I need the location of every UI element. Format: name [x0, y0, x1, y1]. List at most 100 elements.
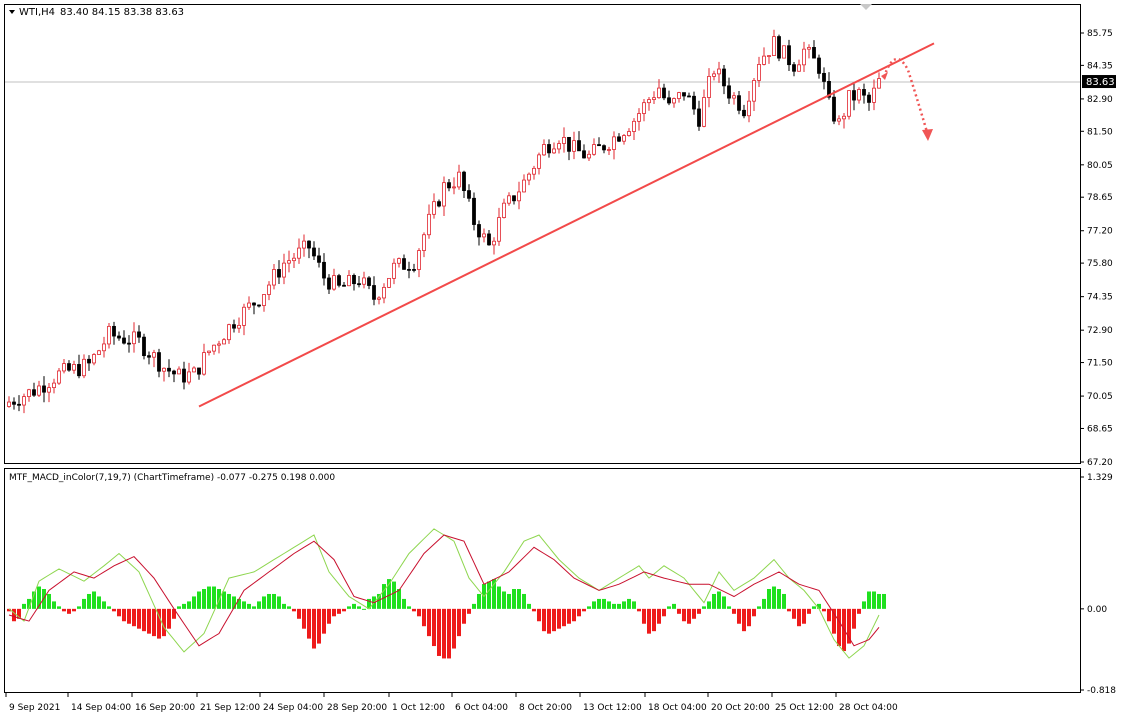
histogram-bar — [62, 608, 66, 612]
histogram-bar — [747, 608, 751, 627]
forecast-arrowhead-icon — [922, 129, 933, 141]
forecast-arrow-group — [881, 58, 933, 141]
histogram-bar — [102, 601, 106, 609]
candle-body — [167, 367, 171, 372]
histogram-bar — [462, 608, 466, 624]
candle-body — [487, 233, 491, 246]
candle-body — [462, 171, 466, 192]
candle-body — [47, 387, 51, 393]
histogram-bar — [682, 608, 686, 622]
histogram-bar — [602, 598, 606, 609]
candle-body — [112, 325, 116, 337]
candle-body — [12, 401, 16, 405]
histogram-bar — [517, 589, 521, 609]
histogram-bar — [147, 608, 151, 634]
candle-body — [407, 268, 411, 271]
price-tick-label: 67.20 — [1087, 458, 1113, 468]
histogram-bar — [367, 598, 371, 609]
candle-body — [142, 336, 146, 357]
price-tick-label: 82.90 — [1087, 95, 1113, 105]
histogram-bar — [292, 608, 296, 612]
candle-body — [267, 284, 271, 295]
price-axis[interactable]: 85.75 84.35 82.90 81.50 80.05 78.65 77.20 75.80… — [1080, 29, 1113, 468]
candle-body — [867, 94, 871, 103]
candle-body — [172, 370, 176, 375]
candle-body — [357, 283, 361, 286]
histogram-bar — [307, 608, 311, 639]
histogram-bar — [167, 608, 171, 629]
histogram-bar — [112, 608, 116, 612]
candle-body — [122, 337, 126, 344]
histogram-bar — [237, 598, 241, 609]
candle-body — [277, 269, 281, 278]
histogram-bar — [82, 598, 86, 609]
histogram-bar — [752, 608, 756, 617]
candle-body — [342, 284, 346, 287]
histogram-bar — [787, 608, 791, 612]
histogram-bar — [257, 601, 261, 609]
histogram-bar — [652, 608, 656, 632]
histogram-bar — [267, 593, 271, 609]
time-tick-label: 8 Oct 20:00 — [519, 703, 572, 713]
indicator-title[interactable]: MTF_MACD_inColor(7,19,7) (ChartTimeframe… — [9, 473, 335, 483]
histogram-bar — [457, 608, 461, 637]
histogram-bar — [157, 608, 161, 639]
histogram-bar — [877, 593, 881, 609]
candle-body — [237, 324, 241, 329]
symbol-label[interactable]: WTI,H4 — [19, 7, 55, 18]
histogram-bar — [47, 593, 51, 609]
candle-body — [177, 368, 181, 375]
candle-body — [712, 73, 716, 77]
candle-body — [397, 258, 401, 264]
histogram-bar — [677, 608, 681, 614]
histogram-bar — [262, 596, 266, 609]
candle-body — [737, 95, 741, 111]
histogram-bar — [657, 608, 661, 624]
price-tick-label: 81.50 — [1087, 127, 1113, 137]
histogram-bar — [737, 608, 741, 624]
candle-body — [282, 262, 286, 278]
candle-body — [717, 68, 721, 75]
candle-body — [567, 136, 571, 152]
candle-body — [347, 275, 351, 287]
candle-body — [137, 331, 141, 338]
candle-body — [257, 304, 261, 307]
symbol-menu-triangle-icon[interactable] — [9, 10, 15, 14]
candle-body — [17, 403, 21, 406]
candle-body — [482, 233, 486, 238]
candle-body — [317, 255, 321, 263]
candle-body — [287, 260, 291, 264]
candle-body — [442, 182, 446, 207]
histogram-bar — [322, 608, 326, 634]
candle-body — [147, 355, 151, 358]
candle-body — [677, 92, 681, 99]
candle-body — [782, 45, 786, 59]
candle-body — [37, 385, 41, 396]
time-tick-label: 16 Sep 20:00 — [135, 703, 195, 713]
histogram-bar — [392, 581, 396, 609]
candle-body — [622, 135, 626, 142]
histogram-bar — [767, 589, 771, 609]
histogram-bar — [37, 586, 41, 609]
chart-shift-marker-icon[interactable] — [860, 4, 872, 10]
histogram-bar — [552, 608, 556, 632]
candle-body — [602, 145, 606, 151]
candle-body — [27, 389, 31, 397]
price-tick-label: 84.35 — [1087, 61, 1113, 71]
candle-body — [377, 297, 381, 300]
histogram-bar — [22, 603, 26, 609]
candle-body — [332, 275, 336, 290]
histogram-bar — [647, 608, 651, 634]
histogram-bar — [622, 601, 626, 609]
histogram-bar — [712, 593, 716, 609]
candle-body — [582, 150, 586, 159]
candle-body — [512, 195, 516, 202]
candle-body — [767, 55, 771, 57]
trendline-group[interactable] — [198, 42, 935, 408]
candle-body — [192, 367, 196, 373]
histogram-bar — [852, 608, 856, 629]
histogram-bar — [502, 591, 506, 609]
time-axis[interactable]: 9 Sep 2021 14 Sep 04:00 16 Sep 20:00 21 Sep… — [5, 693, 898, 713]
